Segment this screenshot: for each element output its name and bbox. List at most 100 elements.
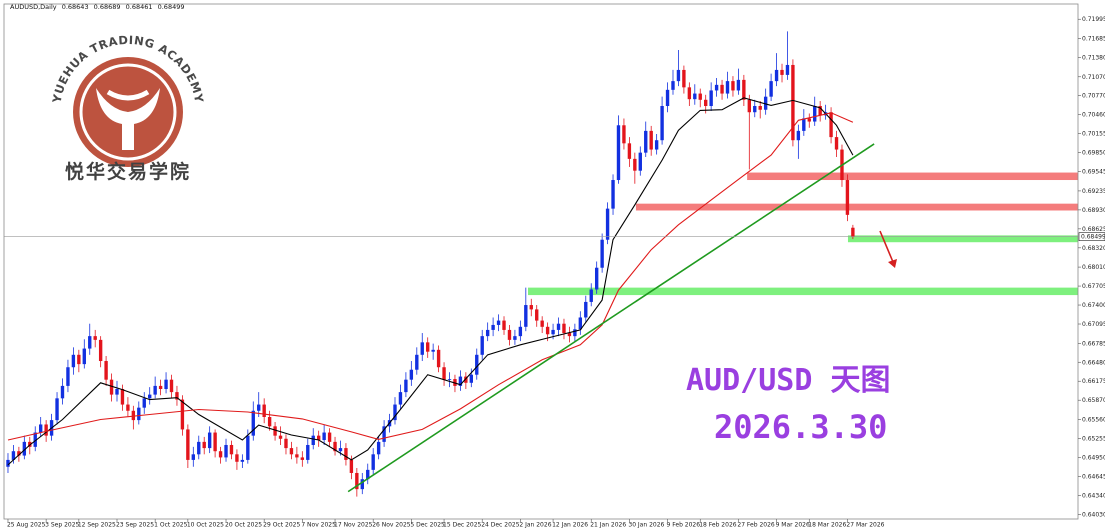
y-tick-label: 0.65255	[1082, 435, 1105, 442]
candle-body	[273, 426, 277, 436]
candle-body	[676, 69, 681, 82]
level-zone	[747, 172, 1078, 181]
candle-body	[742, 79, 746, 100]
level-zone	[847, 235, 1078, 243]
candle-body	[813, 106, 817, 122]
arrow-shaft	[879, 230, 894, 263]
candle-body	[763, 96, 768, 110]
y-tick-label: 0.69545	[1082, 169, 1105, 176]
x-tick-label: 15 Dec 2025	[443, 522, 482, 529]
candle-body	[404, 379, 408, 393]
candle-body	[137, 407, 141, 421]
candle-body	[458, 376, 463, 386]
candle-body	[191, 454, 196, 460]
y-tick-label: 0.69235	[1082, 188, 1105, 195]
candle-body	[507, 329, 512, 340]
x-tick-label: 25 Aug 2025	[7, 522, 46, 529]
candle-body	[240, 459, 245, 462]
candle-body	[267, 416, 272, 427]
moving-average	[7, 97, 854, 466]
trendline	[347, 143, 875, 493]
candle-body	[431, 349, 435, 352]
y-tick-label: 0.69850	[1082, 150, 1105, 157]
arrow-head	[888, 259, 897, 268]
candle-body	[202, 441, 206, 449]
candle-body	[638, 152, 642, 171]
y-tick-label: 0.66480	[1082, 359, 1105, 366]
annotation-date: 2026.3.30	[714, 408, 887, 446]
current-price-box	[1078, 232, 1105, 241]
candle-body	[687, 87, 692, 100]
candle-body	[758, 106, 762, 110]
candle-body	[491, 324, 495, 330]
x-tick-label: 10 Oct 2025	[187, 522, 224, 529]
header-low: 0.68461	[126, 3, 153, 11]
candle-body	[207, 432, 212, 449]
candle-body	[376, 441, 381, 455]
level-zone	[635, 203, 1078, 211]
candle-body	[660, 106, 664, 141]
candle-body	[567, 333, 572, 337]
x-tick-label: 30 Jan 2026	[628, 522, 664, 529]
current-price-label: 0.68499	[1081, 234, 1105, 241]
candle-body	[333, 441, 337, 452]
candle-body	[164, 379, 168, 390]
candle-body	[420, 342, 424, 355]
candle-body	[229, 444, 234, 455]
candle-body	[502, 320, 506, 330]
candle-body	[262, 404, 266, 417]
candle-body	[682, 69, 686, 88]
y-tick-label: 0.64340	[1082, 492, 1105, 499]
candle-body	[616, 125, 621, 181]
candle-body	[33, 432, 37, 447]
x-tick-label: 21 Jan 2026	[590, 522, 626, 529]
candle-body	[66, 367, 70, 386]
level-zone	[527, 287, 1078, 296]
candle-body	[436, 349, 441, 368]
candle-body	[529, 305, 533, 310]
candle-body	[573, 329, 577, 337]
candle-body	[851, 227, 855, 237]
candle-body	[551, 329, 555, 335]
y-tick-label: 0.64950	[1082, 454, 1105, 461]
candle-body	[780, 69, 784, 75]
candle-body	[322, 432, 326, 441]
y-tick-label: 0.71995	[1082, 16, 1105, 23]
candle-body	[698, 93, 702, 100]
candle-body	[104, 361, 108, 380]
candle-body	[753, 106, 757, 113]
y-tick-label: 0.67400	[1082, 302, 1105, 309]
chart-title: AUDUSD,Daily	[10, 3, 57, 11]
candle-body	[338, 448, 343, 452]
chart-header: AUDUSD,Daily 0.68643 0.68689 0.68461 0.6…	[10, 3, 185, 11]
candle-body	[311, 435, 315, 445]
candle-body	[485, 329, 490, 337]
y-tick-label: 0.71685	[1082, 36, 1105, 43]
candle-body	[366, 469, 370, 480]
candle-body	[77, 354, 81, 365]
candle-body	[44, 424, 48, 436]
candle-body	[845, 180, 850, 215]
candle-body	[633, 158, 637, 171]
candle-body	[426, 342, 430, 352]
header-open: 0.68643	[62, 3, 89, 11]
candle-body	[513, 336, 517, 340]
candle-body	[540, 320, 544, 327]
candle-body	[693, 93, 697, 100]
y-tick-label: 0.70460	[1082, 112, 1105, 119]
candle-body	[524, 305, 528, 327]
candle-body	[344, 448, 348, 460]
candle-body	[180, 399, 185, 430]
candle-body	[415, 354, 419, 370]
candle-body	[55, 398, 59, 421]
candle-body	[556, 323, 561, 330]
candle-body	[605, 208, 610, 240]
x-tick-label: 18 Feb 2026	[699, 522, 737, 529]
candle-body	[355, 472, 359, 490]
y-tick-label: 0.70770	[1082, 92, 1105, 99]
candle-body	[115, 389, 119, 395]
candle-body	[126, 404, 130, 411]
candle-body	[327, 432, 332, 442]
